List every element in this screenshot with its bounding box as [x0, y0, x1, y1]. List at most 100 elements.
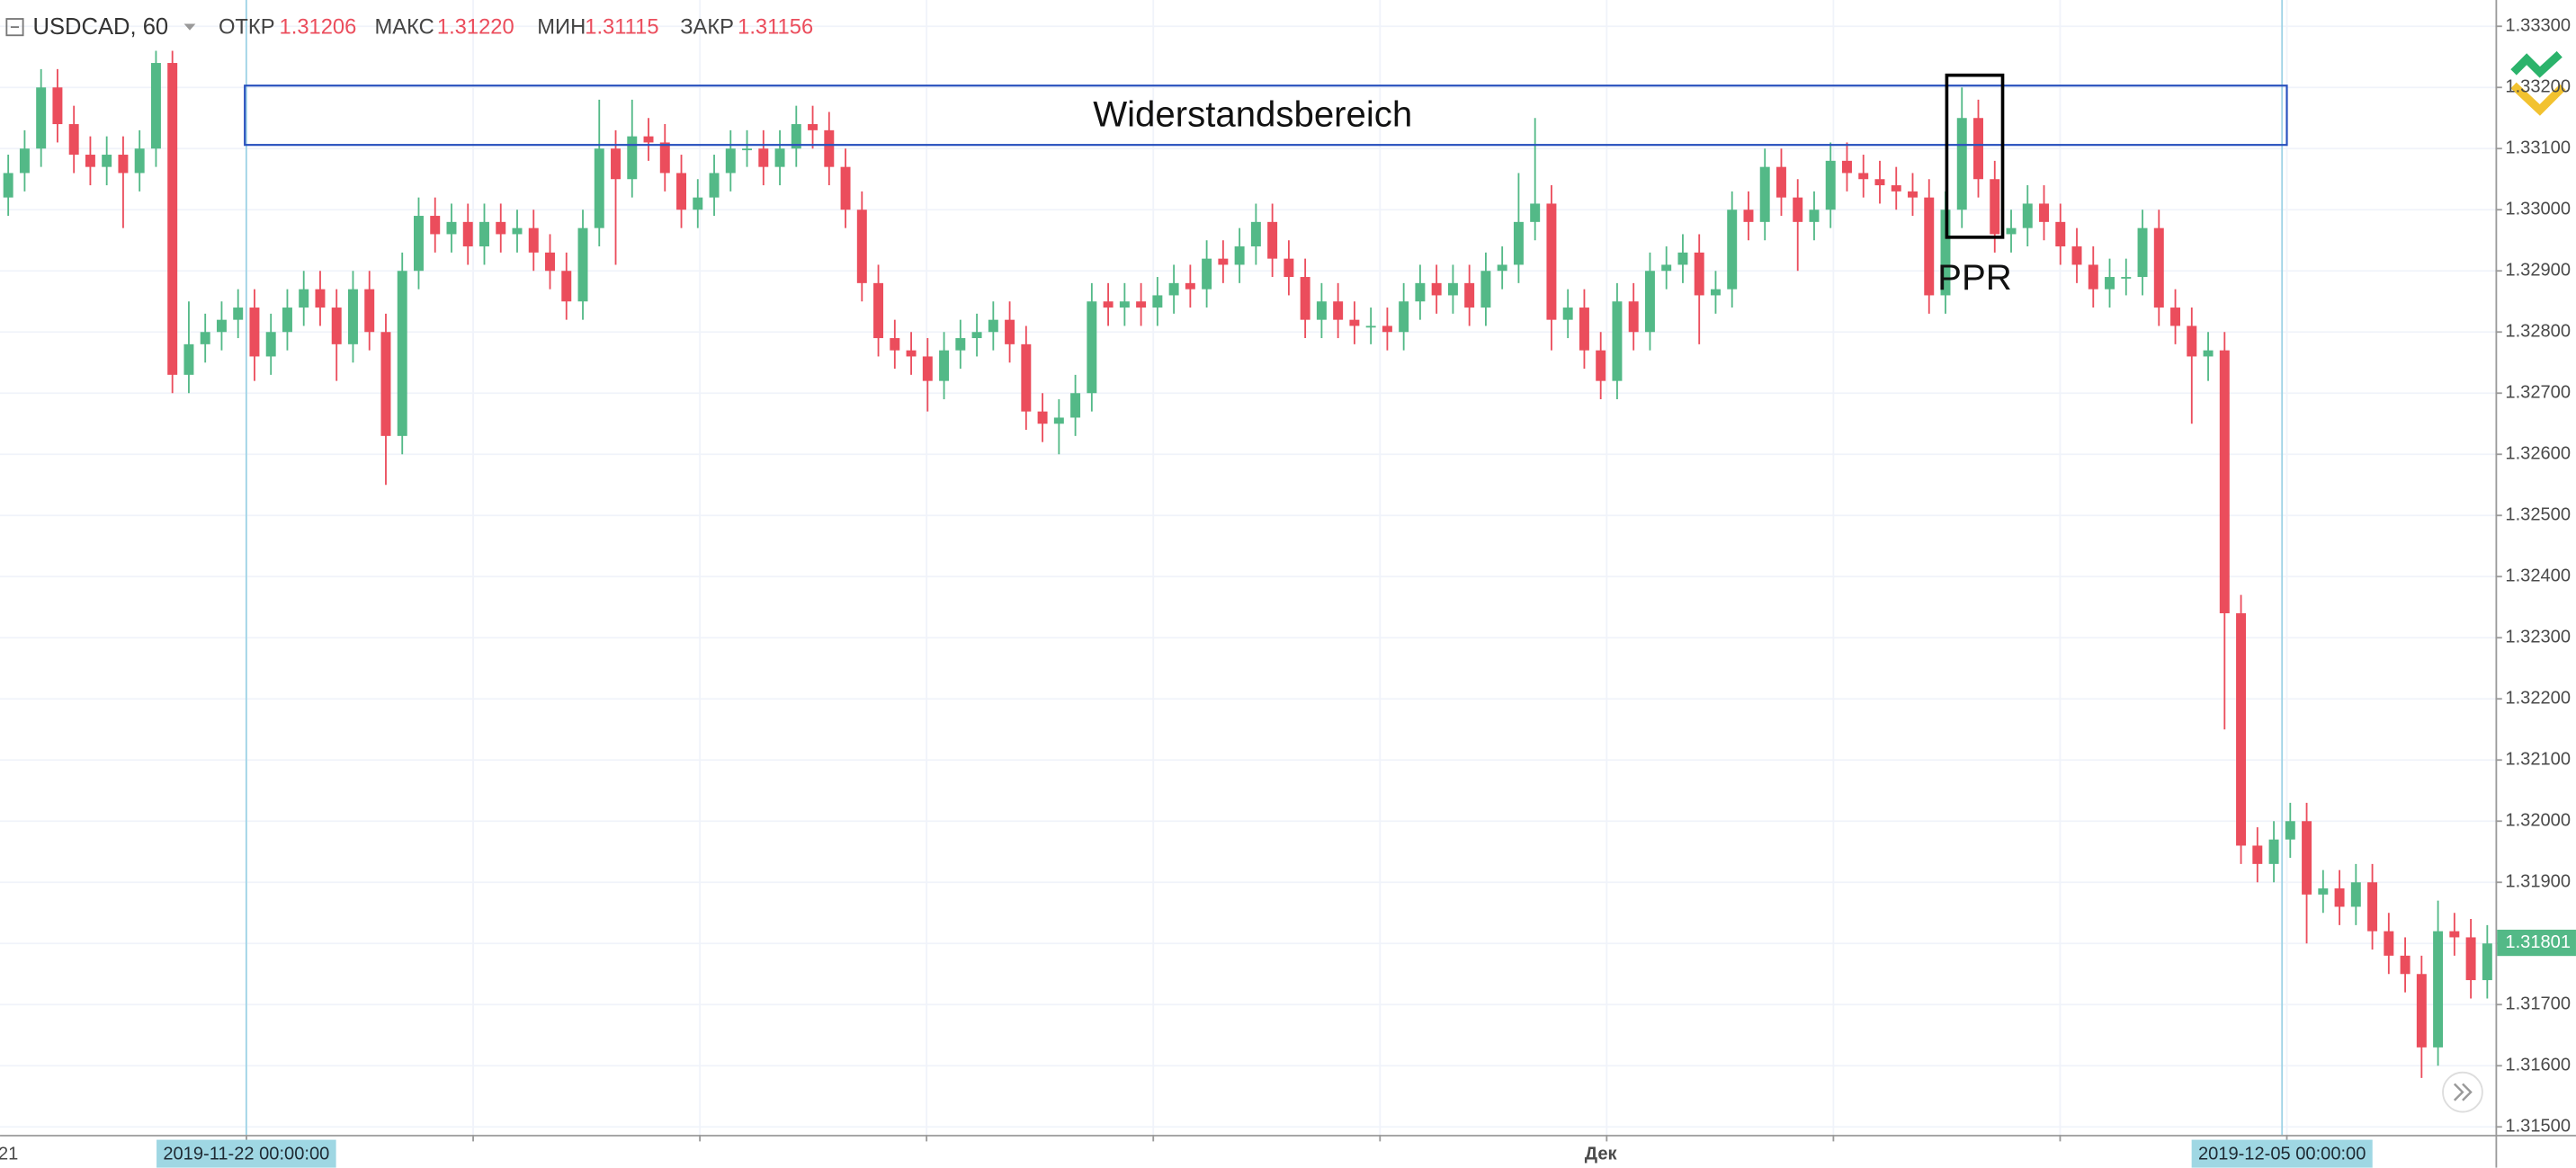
candle-body — [1267, 221, 1278, 259]
y-tick-label: 1.31900 — [2505, 872, 2571, 892]
candle-body — [167, 63, 178, 375]
candle-body — [1940, 210, 1951, 296]
candle-body — [1973, 118, 1983, 180]
close-value: 1.31156 — [738, 15, 813, 39]
candle-body — [1447, 282, 1458, 296]
candle-body — [2121, 277, 2132, 279]
y-tick-label: 1.32200 — [2505, 689, 2571, 709]
candle-body — [545, 252, 555, 272]
candle-body — [1300, 277, 1310, 320]
candle-body — [364, 289, 375, 333]
candle-body — [2285, 821, 2295, 840]
candle-body — [1743, 210, 1754, 222]
candle-body — [150, 63, 161, 149]
candle-body — [134, 148, 145, 174]
time-labels: 21 2019-11-22 00:00:00 Дек 2019-12-05 00:00… — [0, 1139, 2373, 1168]
high-value: 1.31220 — [437, 15, 514, 39]
symbol[interactable]: USDCAD, 60 — [33, 14, 169, 40]
candle-body — [611, 148, 621, 180]
candle-body — [2268, 839, 2279, 864]
candle-body — [1596, 350, 1606, 381]
y-tick-label: 1.32700 — [2505, 383, 2571, 403]
candle-body — [2187, 325, 2197, 357]
candle-body — [1087, 301, 1097, 394]
scroll-button[interactable] — [2442, 1071, 2483, 1113]
candle-body — [1349, 319, 1360, 326]
candle-body — [824, 129, 835, 167]
candle-body — [1185, 282, 1195, 290]
y-tick-label: 1.32400 — [2505, 566, 2571, 586]
candle-body — [709, 173, 720, 198]
candle-body — [3, 173, 13, 198]
candle-body — [1661, 264, 1672, 272]
candle-body — [594, 148, 604, 228]
last-price-tag — [2497, 929, 2576, 957]
collapse-icon[interactable] — [5, 18, 24, 37]
grid — [0, 0, 2496, 1142]
candle-body — [939, 350, 950, 381]
y-tick-label: 1.31600 — [2505, 1056, 2571, 1075]
candle-body — [774, 148, 785, 167]
candle-body — [1842, 160, 1852, 174]
candle-body — [347, 289, 358, 344]
candle-body — [1497, 264, 1507, 272]
candle-body — [299, 289, 309, 308]
candle-body — [1382, 325, 1392, 333]
candle-body — [1677, 252, 1688, 265]
x-marker-box — [2191, 1139, 2373, 1168]
candle-body — [233, 308, 244, 320]
candle-body — [2170, 308, 2181, 326]
candle-body — [2022, 203, 2033, 228]
x-marker-label: 2019-11-22 00:00:00 — [163, 1144, 329, 1164]
candle-body — [1399, 301, 1409, 333]
x-marker-label: 2019-12-05 00:00:00 — [2198, 1144, 2366, 1164]
open-label: ОТКР — [219, 15, 275, 39]
candle-body — [1644, 271, 1655, 333]
candle-body — [528, 227, 539, 253]
candle-body — [462, 221, 473, 247]
candle-body — [1775, 166, 1786, 198]
candle-body — [102, 155, 112, 167]
candle-body — [1628, 301, 1639, 333]
candle-body — [922, 356, 933, 381]
candle-body — [2400, 955, 2411, 975]
candle-body — [2334, 888, 2345, 907]
candle-body — [19, 148, 30, 174]
candle-body — [1070, 393, 1081, 418]
candle-body — [1891, 185, 1901, 192]
y-tick-label: 1.32100 — [2505, 750, 2571, 770]
candle-body — [988, 319, 998, 333]
candle-body — [2203, 350, 2214, 357]
candle-body — [1858, 173, 1869, 180]
candle-body — [1037, 411, 1048, 424]
candle-body — [1530, 203, 1541, 222]
logo-green — [2510, 50, 2563, 78]
candle-body — [1103, 301, 1114, 308]
candle-body — [1480, 271, 1491, 308]
candle-body — [446, 221, 457, 235]
candle-body — [315, 289, 326, 308]
candle-body — [1793, 197, 1803, 222]
candle-body — [1316, 301, 1327, 320]
candle-body — [1874, 179, 1885, 186]
candle-body — [496, 221, 506, 235]
y-tick-label: 1.33100 — [2505, 138, 2571, 158]
candle-body — [1053, 417, 1064, 424]
candle-body — [85, 155, 95, 167]
candle-body — [36, 87, 47, 149]
candle-body — [1202, 258, 1212, 290]
y-tick-label: 1.33300 — [2505, 16, 2571, 36]
candle-body — [1021, 343, 1032, 412]
dropdown-arrow[interactable] — [183, 23, 196, 31]
candle-body — [1415, 282, 1426, 302]
candle-body — [414, 216, 424, 272]
candle-body — [265, 332, 276, 357]
candle-body — [1579, 308, 1589, 351]
candle-body — [2055, 221, 2066, 247]
candle-body — [2384, 931, 2394, 956]
candle-body — [693, 197, 703, 210]
candle-body — [627, 136, 638, 180]
logo-yellow — [2510, 82, 2566, 116]
